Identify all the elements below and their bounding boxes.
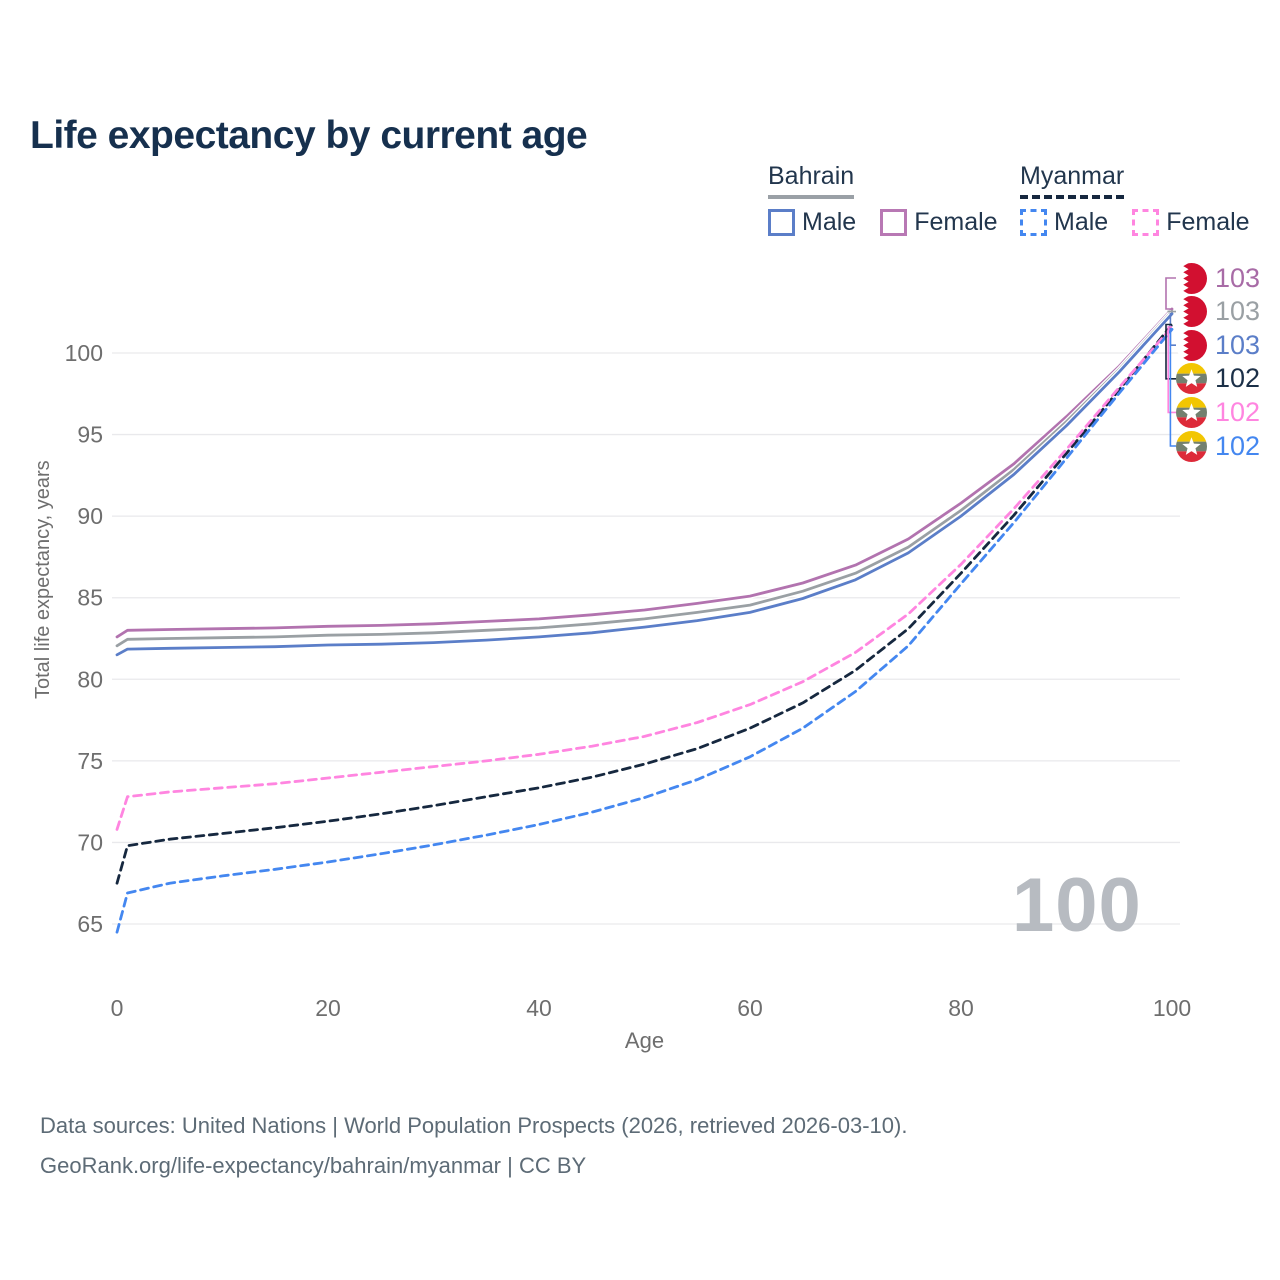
series-line-myanmar-both-sexes: [115, 323, 1174, 885]
end-label-row[interactable]: 103: [1176, 328, 1260, 362]
series-line-bahrain-male-casing: [115, 311, 1174, 658]
end-label-value: 102: [1215, 430, 1261, 461]
myanmar-flag-icon: [1176, 396, 1207, 428]
bahrain-male-swatch-icon: [768, 209, 795, 236]
end-label-value: 102: [1215, 396, 1261, 427]
end-label-connector: [1167, 326, 1176, 414]
y-tick-label: 75: [77, 748, 103, 774]
x-tick-label: 0: [111, 995, 124, 1021]
bahrain-flag-icon: [1176, 262, 1207, 294]
end-label-connector: [1165, 277, 1176, 310]
legend-country-myanmar[interactable]: Myanmar: [1020, 162, 1125, 199]
y-tick-label: 65: [77, 911, 103, 937]
series-line-myanmar-female: [115, 325, 1174, 831]
x-tick-label: 80: [948, 995, 974, 1021]
series-line-bahrain-female-casing: [115, 307, 1174, 640]
myanmar-flag-icon: [1176, 363, 1207, 395]
x-tick-label: 20: [315, 995, 341, 1021]
legend-item-myanmar-female[interactable]: Female: [1132, 208, 1250, 237]
legend-items-myanmar: Male Female: [1020, 208, 1250, 237]
legend-item-bahrain-female[interactable]: Female: [880, 208, 998, 237]
y-tick-label: 90: [77, 503, 103, 529]
series-line-bahrain-both-sexes-casing: [115, 309, 1174, 649]
attribution-text: GeoRank.org/life-expectancy/bahrain/myan…: [40, 1153, 587, 1178]
legend-country-bahrain[interactable]: Bahrain: [768, 162, 855, 199]
end-label-row[interactable]: 103: [1176, 261, 1260, 295]
legend-label-bahrain-female: Female: [914, 208, 998, 236]
end-label-row[interactable]: 102: [1176, 429, 1260, 463]
bahrain-flag-icon: [1176, 329, 1207, 361]
x-tick-label: 100: [1153, 995, 1191, 1021]
legend-label-myanmar-male: Male: [1054, 208, 1109, 236]
legend-items-bahrain: Male Female: [768, 208, 998, 237]
legend-item-myanmar-male[interactable]: Male: [1020, 208, 1108, 237]
legend-group-myanmar: Myanmar Male Female: [1020, 162, 1250, 237]
legend-group-bahrain: Bahrain Male Female: [768, 162, 998, 237]
bahrain-flag-icon: [1176, 296, 1207, 328]
end-label-value: 102: [1215, 363, 1261, 394]
end-label-value: 103: [1215, 296, 1261, 327]
end-label-row[interactable]: 102: [1176, 395, 1260, 429]
y-tick-label: 95: [77, 422, 103, 448]
x-tick-label: 60: [737, 995, 763, 1021]
page-title: Life expectancy by current age: [30, 114, 588, 158]
bahrain-female-swatch-icon: [880, 209, 908, 236]
legend-label-myanmar-female: Female: [1166, 208, 1250, 236]
series-line-myanmar-male: [115, 327, 1174, 934]
y-tick-label: 85: [77, 585, 103, 611]
end-label-value: 103: [1215, 262, 1261, 293]
legend-label-bahrain-male: Male: [802, 208, 857, 236]
footer: Data sources: United Nations | World Pop…: [40, 1106, 907, 1186]
series-line-bahrain-female: [115, 307, 1174, 639]
end-label-value: 103: [1215, 329, 1261, 360]
end-label-row[interactable]: 103: [1176, 295, 1260, 329]
x-tick-label: 40: [526, 995, 552, 1021]
end-label-connector: [1165, 323, 1176, 380]
y-tick-label: 70: [77, 829, 103, 855]
end-label-row[interactable]: 102: [1176, 362, 1260, 396]
series-line-bahrain-male: [115, 312, 1174, 657]
watermark-age-label: 100: [1012, 863, 1142, 948]
series-line-bahrain-both-sexes: [115, 309, 1174, 648]
legend-item-bahrain-male[interactable]: Male: [768, 208, 856, 237]
y-tick-label: 100: [65, 340, 103, 366]
myanmar-female-swatch-icon: [1132, 209, 1160, 236]
myanmar-male-swatch-icon: [1020, 209, 1047, 236]
y-tick-label: 80: [77, 666, 103, 692]
data-sources-text: Data sources: United Nations | World Pop…: [40, 1113, 908, 1138]
x-axis-title: Age: [624, 1028, 665, 1053]
myanmar-flag-icon: [1176, 430, 1207, 462]
y-axis-title: Total life expectancy, years: [32, 460, 54, 700]
